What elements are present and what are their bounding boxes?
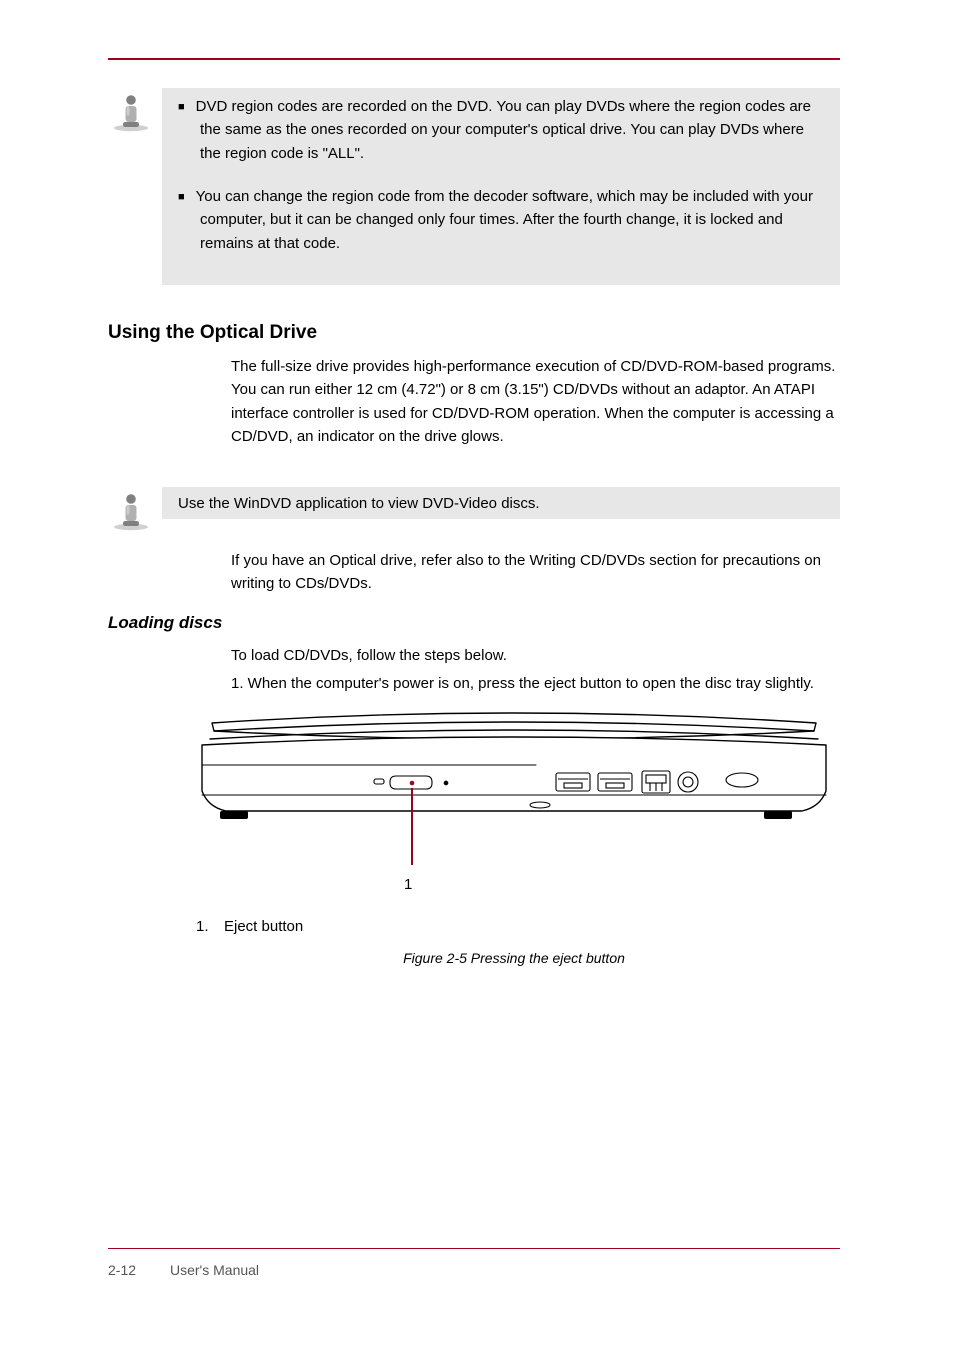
info-icon — [110, 91, 152, 133]
info-icon-2 — [110, 490, 152, 532]
heading-using-optical-drive: Using the Optical Drive — [108, 322, 317, 344]
bottom-rule — [108, 1248, 840, 1249]
note1-line2-text: You can change the region code from the … — [196, 188, 813, 252]
top-rule — [108, 58, 840, 60]
note1-para1: DVD region codes are recorded on the DVD… — [178, 95, 826, 165]
figure-caption: Figure 2-5 Pressing the eject button — [196, 950, 832, 966]
figure-2-5: 1 1. Eject button Figure 2-5 Pressing th… — [196, 705, 832, 985]
note1-para2: You can change the region code from the … — [178, 185, 826, 255]
figure-legend-text: Eject button — [224, 915, 303, 938]
figure-legend-num: 1. — [196, 915, 209, 938]
heading-loading-discs: Loading discs — [108, 613, 222, 633]
note2-text: Use the WinDVD application to view DVD-V… — [178, 492, 826, 515]
section1-para: The full-size drive provides high-perfor… — [231, 355, 843, 448]
figure-callout-1: 1 — [404, 873, 412, 896]
note1-line1-text: DVD region codes are recorded on the DVD… — [196, 98, 811, 162]
page-number: 2-12 — [108, 1262, 136, 1278]
guide-name: User's Manual — [170, 1262, 259, 1278]
section2-para: If you have an Optical drive, refer also… — [231, 549, 843, 596]
step1: 1. When the computer's power is on, pres… — [231, 672, 843, 695]
section2-para2: To load CD/DVDs, follow the steps below. — [231, 644, 843, 667]
